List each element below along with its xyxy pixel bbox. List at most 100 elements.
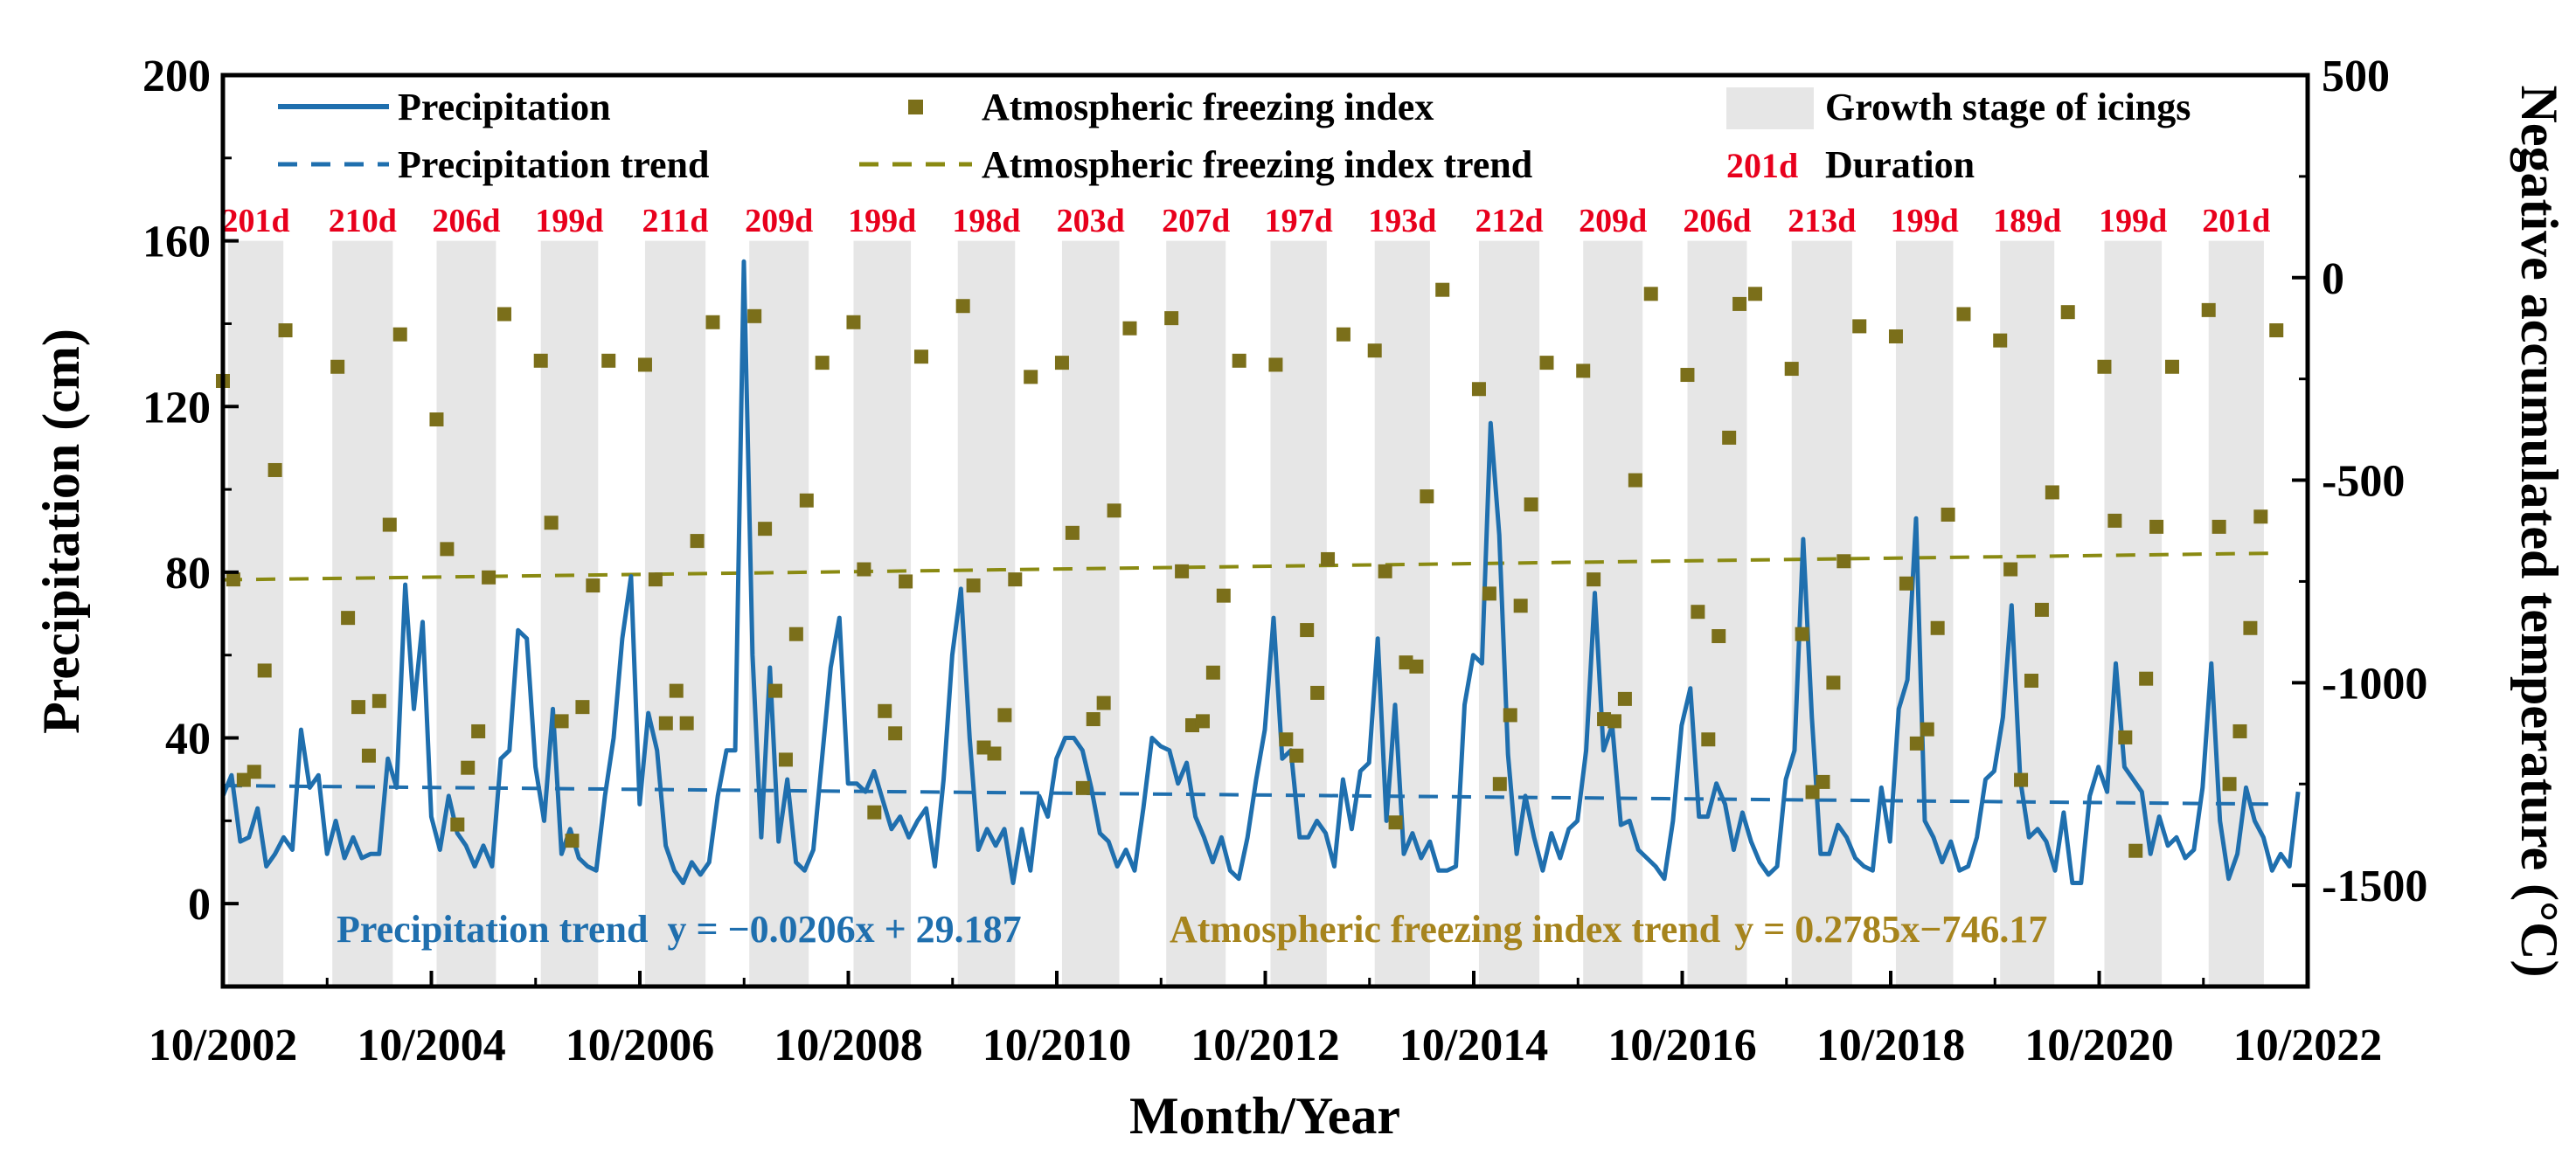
freezing-index-point xyxy=(2014,772,2029,787)
freezing-index-point xyxy=(987,746,1002,761)
freezing-index-point xyxy=(1920,722,1934,737)
freezing-index-point xyxy=(1941,507,1955,522)
freezing-index-point xyxy=(496,307,511,322)
freezing-index-series xyxy=(216,282,2284,858)
freezing-index-point xyxy=(2024,674,2038,689)
freezing-index-point xyxy=(846,315,861,329)
growth-stage-band xyxy=(436,240,496,987)
freezing-index-point xyxy=(351,700,366,715)
freezing-index-point xyxy=(246,765,261,779)
freezing-index-point xyxy=(575,700,590,715)
freezing-index-point xyxy=(1899,576,1913,591)
freezing-index-point xyxy=(1216,588,1231,603)
freezing-index-point xyxy=(1712,629,1726,644)
y-tick-label: 40 xyxy=(165,715,211,765)
freezing-index-point xyxy=(2211,519,2226,534)
duration-label: 199d xyxy=(848,203,916,239)
freezing-index-point xyxy=(888,726,903,741)
freezing-index-point xyxy=(1747,287,1762,301)
growth-stage-band xyxy=(853,240,912,987)
freezing-index-point xyxy=(997,708,1012,723)
legend-freezing-index-swatch xyxy=(908,100,923,114)
growth-stage-band xyxy=(1061,240,1120,987)
freezing-index-point xyxy=(440,542,455,557)
freezing-index-point xyxy=(1420,489,1434,504)
freezing-index-point xyxy=(1205,665,1220,680)
freezing-index-point xyxy=(482,570,496,585)
y-tick-label: 160 xyxy=(142,218,211,267)
freezing-index-point xyxy=(799,493,814,508)
freezing-index-point xyxy=(1930,620,1945,635)
freezing-index-point xyxy=(1701,732,1716,747)
freezing-index-point xyxy=(257,663,272,678)
duration-label: 209d xyxy=(1579,203,1647,239)
freezing-index-point xyxy=(1513,599,1528,613)
freezing-index-point xyxy=(2107,513,2122,528)
freezing-index-point xyxy=(429,412,444,427)
freezing-index-point xyxy=(955,299,970,314)
freezing-index-point xyxy=(747,308,762,323)
freezing-index-point xyxy=(1232,353,1246,368)
legend-growth-stage-swatch xyxy=(1726,87,1814,129)
y-tick-label: 120 xyxy=(142,383,211,433)
duration-label: 206d xyxy=(432,203,500,239)
duration-label: 213d xyxy=(1788,203,1856,239)
freezing-index-point xyxy=(1587,572,1601,587)
freezing-index-point xyxy=(2222,777,2237,792)
freezing-index-point xyxy=(278,323,293,338)
freezing-index-point xyxy=(1107,503,1121,518)
freezing-index-point xyxy=(2139,671,2154,686)
growth-stage-band xyxy=(644,240,706,987)
duration-labels: 201d 210d 206d 199d 211d 209d 199d 198d 203d 207d… xyxy=(221,203,2270,239)
x-axis-title: Month/Year xyxy=(1129,1087,1400,1145)
freezing-index-point xyxy=(330,359,345,374)
growth-stage-band xyxy=(1166,240,1226,987)
freezing-index-point xyxy=(1268,357,1283,372)
freezing-index-point xyxy=(1008,572,1023,587)
freezing-index-point xyxy=(867,805,882,820)
growth-stage-bands xyxy=(227,240,2264,987)
freezing-index-point xyxy=(1367,343,1382,358)
freezing-index-point xyxy=(1195,714,1210,729)
duration-label: 207d xyxy=(1162,203,1230,239)
freezing-index-point xyxy=(705,315,720,329)
freezing-index-point xyxy=(2097,359,2112,374)
legend-growth-stage-label: Growth stage of icings xyxy=(1825,86,2191,128)
freezing-index-point xyxy=(1336,327,1350,342)
freezing-index-point xyxy=(361,748,376,763)
freezing-index-point xyxy=(1279,732,1294,747)
precipitation-trend-equation: Precipitation trend y = −0.0206x + 29.187 xyxy=(337,908,1022,951)
y-tick-label: 80 xyxy=(165,549,211,599)
freezing-index-point xyxy=(899,574,913,589)
legend-duration-label: Duration xyxy=(1825,143,1975,186)
freezing-index-point xyxy=(2149,519,2164,534)
freezing-index-point xyxy=(1388,815,1403,830)
x-tick-label: 10/2010 xyxy=(982,1021,1131,1070)
growth-stage-band xyxy=(540,240,599,987)
freezing-index-point xyxy=(679,716,694,730)
x-tick-label: 10/2012 xyxy=(1191,1021,1339,1070)
freezing-index-point xyxy=(690,534,705,549)
precipitation-trend-line xyxy=(222,784,2282,807)
growth-stage-band xyxy=(1270,240,1327,987)
y2-tick-label: 500 xyxy=(2322,52,2390,101)
freezing-index-point xyxy=(2128,843,2143,858)
trend-lines xyxy=(222,550,2282,807)
freezing-index-point xyxy=(1321,551,1336,566)
legend-precipitation-label: Precipitation xyxy=(398,86,611,128)
freezing-index-point xyxy=(1795,627,1809,641)
freezing-index-point xyxy=(1680,368,1695,383)
growth-stage-band xyxy=(227,240,284,987)
freezing-index-point xyxy=(1576,363,1591,378)
legend-freezing-trend-label: Atmospheric freezing index trend xyxy=(982,143,1532,186)
freezing-index-point xyxy=(1956,307,1971,322)
freezing-index-point xyxy=(1628,473,1642,488)
y2-tick-label: 0 xyxy=(2322,254,2344,304)
growth-stage-band xyxy=(1374,240,1430,987)
freezing-trend-equation-formula: y = 0.2785x−746.17 xyxy=(1734,908,2047,951)
freezing-index-point xyxy=(1065,525,1080,540)
freezing-index-point xyxy=(1784,362,1799,377)
duration-label: 209d xyxy=(745,203,813,239)
freezing-index-point xyxy=(533,353,548,368)
x-tick-label: 10/2020 xyxy=(2024,1021,2173,1070)
